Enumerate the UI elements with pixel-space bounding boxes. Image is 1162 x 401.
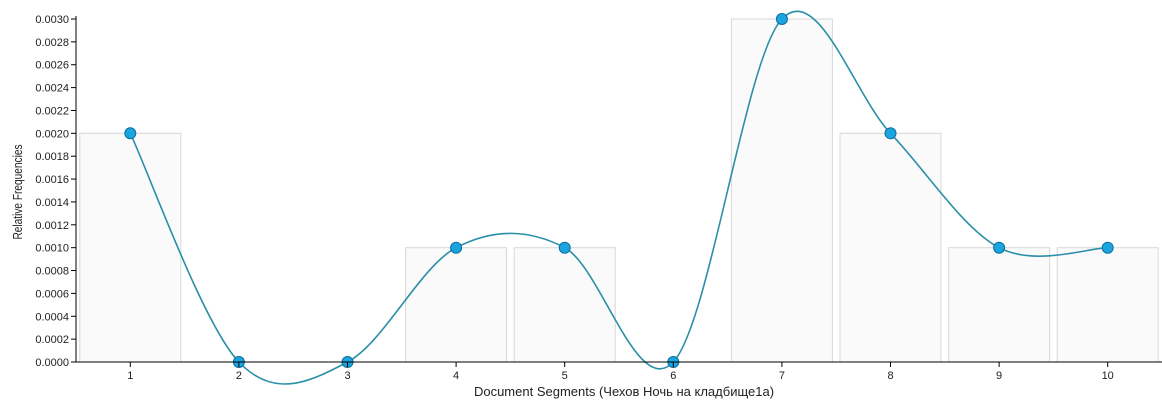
- x-tick-label: 9: [996, 370, 1002, 382]
- y-tick-label: 0.0030: [35, 14, 69, 26]
- point-8: [884, 127, 897, 140]
- bar-5: [513, 247, 616, 363]
- bar-9: [948, 247, 1051, 363]
- bar-8: [839, 132, 942, 363]
- x-tick-label: 8: [887, 370, 893, 382]
- point-10: [1101, 241, 1114, 254]
- point-5: [558, 241, 571, 254]
- point-7: [775, 13, 788, 25]
- y-tick-label: 0.0002: [35, 334, 69, 346]
- x-tick-label: 3: [344, 370, 350, 382]
- point-4: [450, 241, 463, 254]
- x-tick-label: 7: [779, 370, 785, 382]
- y-tick-label: 0.0024: [35, 83, 69, 95]
- point-9: [993, 241, 1006, 254]
- y-tick-label: 0.0012: [35, 220, 69, 232]
- y-tick-label: 0.0018: [35, 151, 69, 163]
- x-tick-label: 6: [670, 370, 676, 382]
- x-axis-title: Document Segments (Чехов Ночь на кладбищ…: [474, 384, 774, 399]
- series-line: [129, 10, 1108, 385]
- y-tick-label: 0.0006: [35, 288, 69, 300]
- y-tick-label: 0.0010: [35, 243, 69, 255]
- y-tick-label: 0.0020: [35, 128, 69, 140]
- x-tick-label: 10: [1102, 370, 1114, 382]
- y-tick-label: 0.0028: [35, 37, 69, 49]
- x-tick-label: 2: [236, 370, 242, 382]
- y-tick-label: 0.0022: [35, 105, 69, 117]
- x-tick-label: 4: [453, 370, 459, 382]
- x-tick-label: 5: [562, 370, 568, 382]
- bar-7: [730, 18, 833, 363]
- points-group: [124, 13, 1114, 368]
- y-tick-label: 0.0014: [35, 197, 69, 209]
- y-axis-title: Relative Frequencies: [11, 144, 25, 239]
- y-tick-label: 0.0004: [35, 311, 69, 323]
- bar-10: [1056, 247, 1159, 363]
- y-tick-label: 0.0016: [35, 174, 69, 186]
- bar-1: [79, 132, 182, 363]
- bars-group: [79, 18, 1159, 363]
- bar-4: [405, 247, 508, 363]
- x-axis: 1 2 3 4 5 6 7 8 9 10: [76, 361, 1162, 382]
- y-tick-label: 0.0000: [35, 357, 69, 369]
- y-tick-label: 0.0026: [35, 60, 69, 72]
- point-1: [124, 127, 137, 140]
- x-tick-label: 1: [127, 370, 133, 382]
- y-tick-label: 0.0008: [35, 266, 69, 278]
- y-axis: 0.0000 0.0002 0.0004 0.0006 0.0008 0.0010 0.00…: [35, 14, 77, 369]
